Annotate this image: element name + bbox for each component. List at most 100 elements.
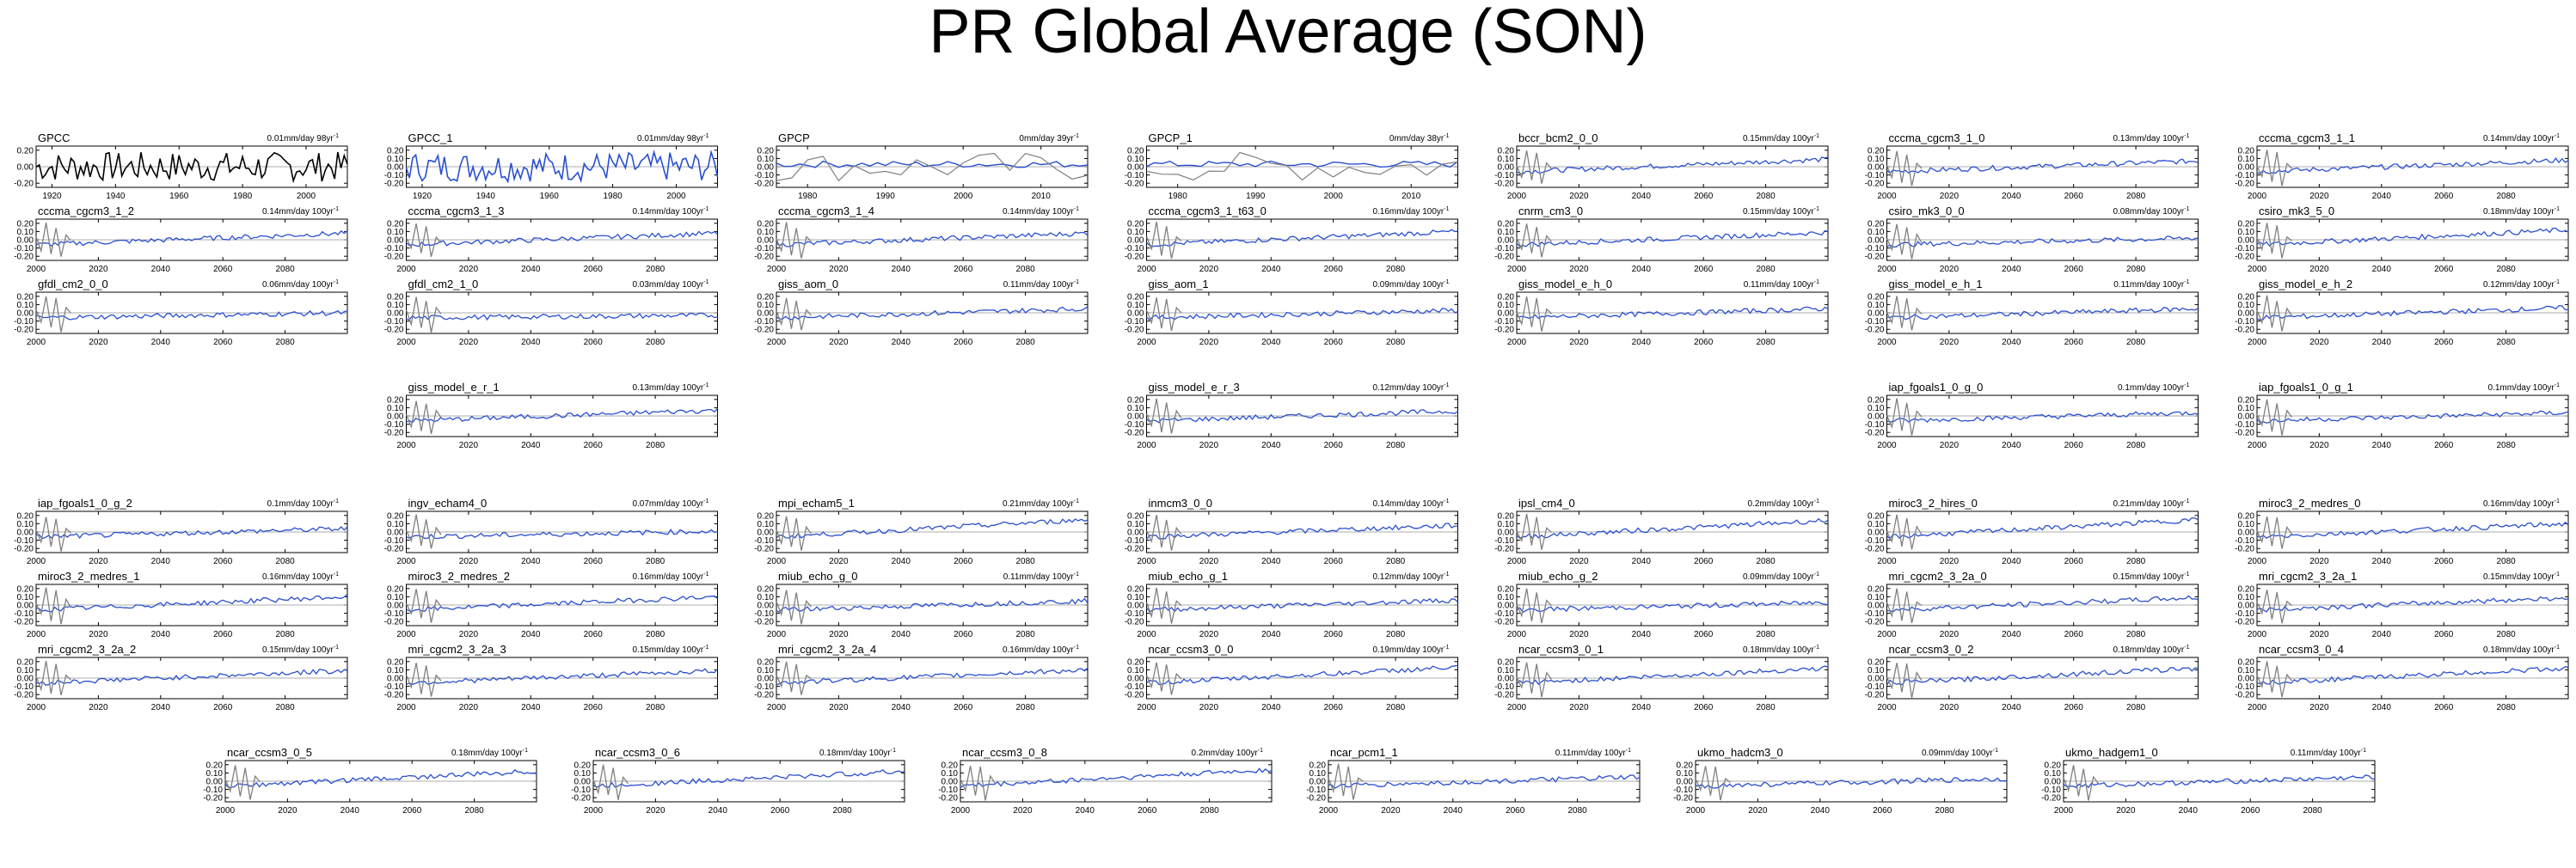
- panel-mri_cgcm2_3_2a_4: mri_cgcm2_3_2a_4 0.16mm/day 100yr-10.200.…: [754, 643, 1089, 712]
- panel-trend: 0.16mm/day 100yr-1: [2483, 498, 2560, 509]
- x-tick-label: 2080: [1756, 338, 1776, 347]
- x-tick-label: 2040: [892, 265, 911, 274]
- panel-GPCC_1: GPCC_1 0.01mm/day 98yr-1 0.200.100.00-0.10…: [384, 131, 719, 201]
- series-line: [960, 767, 1273, 788]
- panel-title: iap_fgoals1_0_g_1: [2259, 381, 2353, 394]
- x-tick-label: 2060: [1694, 557, 1714, 566]
- x-tick-label: 2060: [1324, 703, 1344, 712]
- panel-title: cccma_cgcm3_1_4: [778, 205, 874, 217]
- x-tick-label: 2060: [213, 703, 233, 712]
- reference-line: [1516, 662, 1553, 698]
- y-tick-label: -0.10: [2235, 317, 2254, 327]
- reference-line: [405, 589, 442, 623]
- y-tick-label: -0.10: [384, 244, 404, 254]
- x-tick-label: 2060: [2064, 630, 2084, 639]
- y-tick-label: -0.20: [2041, 794, 2061, 804]
- panel-title: giss_model_e_h_2: [2259, 278, 2352, 290]
- reference-line: [1886, 398, 1923, 436]
- y-tick-label: 0.20: [1868, 511, 1885, 521]
- panel-trend: 0.21mm/day 100yr-1: [1003, 498, 1079, 509]
- x-tick-label: 2020: [2309, 265, 2329, 274]
- panel-title: giss_model_e_h_1: [1889, 278, 1983, 290]
- x-tick-label: 2060: [1694, 703, 1714, 712]
- series-line: [2256, 227, 2569, 248]
- y-tick-label: -0.10: [754, 609, 774, 619]
- y-tick-label: 0.20: [1498, 292, 1515, 302]
- x-tick-label: 2000: [2248, 441, 2267, 450]
- panel-trend: 0.1mm/day 100yr-1: [267, 498, 340, 509]
- x-tick-label: 2080: [1015, 630, 1035, 639]
- x-tick-label: 2080: [464, 806, 484, 816]
- x-tick-label: 2040: [1444, 806, 1463, 816]
- x-tick-label: 2000: [1507, 630, 1527, 639]
- series-line: [1516, 306, 1829, 320]
- y-tick-label: -0.20: [14, 545, 34, 554]
- x-tick-label: 2020: [2309, 192, 2329, 201]
- series-line: [405, 149, 719, 184]
- panel-mri_cgcm2_3_2a_0: mri_cgcm2_3_2a_0 0.15mm/day 100yr-10.200.…: [1865, 570, 2199, 639]
- reference-line: [2256, 223, 2292, 259]
- series-line: [592, 768, 905, 788]
- x-tick-label: 2000: [2248, 265, 2267, 274]
- x-tick-label: 2000: [2248, 630, 2267, 639]
- y-tick-label: 0.00: [17, 675, 34, 684]
- panel-cccma_cgcm3_1_2: cccma_cgcm3_1_2 0.14mm/day 100yr-1 0.200.1…: [14, 205, 348, 274]
- x-tick-label: 2040: [1261, 703, 1281, 712]
- series-line: [1886, 235, 2199, 248]
- reference-line: [1695, 766, 1731, 801]
- y-tick-label: 0.10: [206, 769, 224, 779]
- y-tick-label: 0.00: [1127, 413, 1144, 422]
- y-tick-label: 0.10: [387, 593, 404, 602]
- x-tick-label: 2060: [954, 265, 973, 274]
- x-tick-label: 2060: [213, 630, 233, 639]
- y-tick-label: -0.10: [1306, 785, 1326, 795]
- panel-trend: 0.06mm/day 100yr-1: [262, 279, 339, 290]
- x-tick-label: 2060: [213, 338, 233, 347]
- panel-title: bccr_bcm2_0_0: [1518, 131, 1598, 144]
- x-tick-label: 2080: [2496, 441, 2516, 450]
- x-tick-label: 2040: [2372, 192, 2392, 201]
- y-tick-label: -0.20: [1306, 794, 1326, 804]
- panel-trend: 0.16mm/day 100yr-1: [1003, 645, 1079, 655]
- x-tick-label: 2080: [275, 630, 295, 639]
- x-tick-label: 2020: [1199, 630, 1219, 639]
- series-line: [1886, 595, 2199, 613]
- y-tick-label: -0.20: [1125, 545, 1144, 554]
- y-tick-label: 0.20: [757, 146, 775, 156]
- panel-miroc3_2_medres_1: miroc3_2_medres_1 0.16mm/day 100yr-10.200…: [14, 570, 348, 639]
- y-tick-label: 0.00: [1498, 602, 1515, 611]
- y-tick-label: -0.10: [2235, 420, 2254, 430]
- panel-giss_model_e_h_0: giss_model_e_h_0 0.11mm/day 100yr-10.200.…: [1494, 278, 1829, 347]
- y-tick-label: -0.10: [1494, 609, 1514, 619]
- panel-ingv_echam4_0: ingv_echam4_0 0.07mm/day 100yr-1 0.200.100…: [384, 497, 718, 566]
- y-tick-label: 0.00: [1498, 236, 1515, 246]
- y-tick-label: 0.00: [17, 602, 34, 611]
- y-tick-label: 0.00: [2238, 309, 2255, 319]
- panel-title: miroc3_2_medres_2: [408, 570, 511, 583]
- panel-title: ncar_ccsm3_0_1: [1518, 643, 1604, 656]
- x-tick-label: 2060: [584, 703, 604, 712]
- x-tick-label: 2040: [2002, 557, 2021, 566]
- x-tick-label: 2080: [1386, 441, 1406, 450]
- panel-title: ncar_ccsm3_0_0: [1149, 643, 1234, 656]
- y-tick-label: -0.10: [1865, 171, 1885, 180]
- series-line: [406, 407, 718, 424]
- series-line: [776, 231, 1089, 248]
- x-tick-label: 2020: [459, 265, 479, 274]
- reference-line: [1886, 223, 1923, 260]
- y-tick-label: -0.20: [1865, 691, 1885, 700]
- x-tick-label: 2080: [2126, 630, 2146, 639]
- y-tick-label: -0.20: [384, 253, 404, 262]
- y-tick-label: 0.20: [387, 584, 404, 594]
- x-tick-label: 2040: [151, 703, 171, 712]
- x-tick-label: 2040: [1632, 557, 1652, 566]
- x-tick-label: 1920: [42, 192, 62, 201]
- y-tick-label: 0.00: [2238, 529, 2255, 538]
- y-tick-label: -0.20: [203, 794, 223, 804]
- y-tick-label: 0.20: [1127, 511, 1144, 521]
- reference-line: [2256, 516, 2293, 549]
- y-tick-label: -0.20: [1494, 253, 1514, 262]
- panel-title: ncar_ccsm3_0_5: [227, 746, 312, 759]
- x-tick-label: 2040: [1632, 265, 1652, 274]
- x-tick-label: 1940: [106, 192, 126, 201]
